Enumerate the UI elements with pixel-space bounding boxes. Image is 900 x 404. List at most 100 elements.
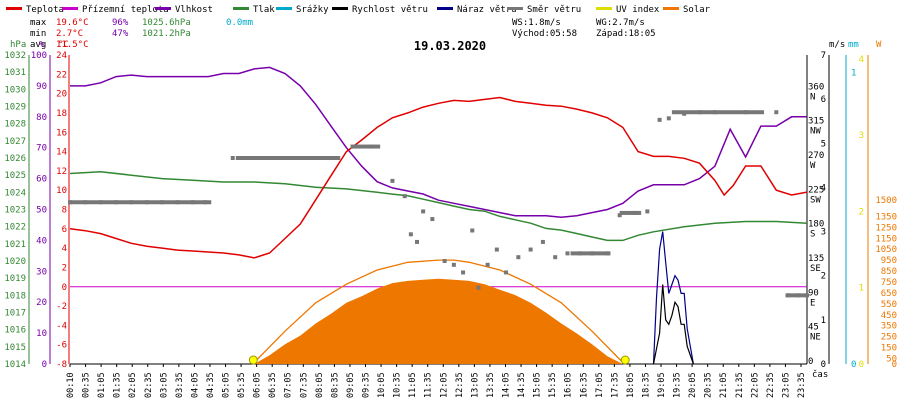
tick-label-hpa: 1028 [4, 120, 26, 130]
tick-label-solar: 1500 [875, 196, 897, 206]
tick-label-compass: W [810, 161, 816, 171]
x-tick-label: 22:05 [750, 372, 760, 398]
x-tick-label: 19:05 [657, 372, 667, 398]
x-tick-label: 07:35 [299, 372, 309, 398]
legend-label: Přízemní teplota [82, 5, 169, 15]
wind-direction-run [570, 251, 611, 256]
x-tick-label: 00:35 [82, 372, 92, 398]
tick-label-solar: 1350 [875, 212, 897, 222]
legend-swatch [155, 7, 171, 10]
tick-label-celsius: 2 [62, 263, 67, 273]
wind-direction-run [619, 210, 642, 215]
legend-swatch [332, 7, 348, 10]
legend-swatch [62, 7, 78, 10]
tick-label-percent: 100 [31, 51, 47, 61]
x-tick-label: 10:35 [393, 372, 403, 398]
tick-label-direction: 45 [808, 323, 819, 333]
tick-label-hpa: 1029 [4, 103, 26, 113]
tick-label-hpa: 1025 [4, 171, 26, 181]
tick-label-hpa: 1022 [4, 223, 26, 233]
wind-direction-point [565, 251, 570, 256]
tick-label-direction: 135 [808, 254, 824, 264]
sunrise-marker [248, 355, 258, 365]
legend-label: Teplota [26, 5, 64, 15]
tick-label-direction: 180 [808, 220, 824, 230]
unit-label-ms: m/s [829, 40, 845, 50]
unit-label-percent: % [39, 40, 45, 50]
stat-min-press: 1021.2hPa [142, 29, 191, 39]
unit-label-celsius: °C [58, 40, 69, 50]
tick-label-solar: 0 [892, 360, 897, 370]
tick-label-celsius: -4 [56, 321, 67, 331]
tick-label-celsius: 12 [56, 167, 67, 177]
legend-label: UV index [616, 5, 660, 15]
tick-label-compass: E [810, 298, 815, 308]
tick-label-solar: 950 [881, 256, 897, 266]
wind-direction-point [645, 209, 650, 214]
x-tick-label: 08:05 [315, 372, 325, 398]
tick-label-compass: NE [810, 333, 821, 343]
x-tick-label: 17:35 [610, 372, 620, 398]
axes: hPa% °C m/s mm W1032103110301029102810271026… [4, 40, 897, 370]
tick-label-celsius: -2 [56, 302, 67, 312]
tick-label-percent: 60 [36, 175, 47, 185]
tick-label-solar: 450 [881, 311, 897, 321]
stat-avg-temp: 11.5°C [56, 40, 89, 50]
tick-label-ms: 3 [821, 228, 826, 238]
x-tick-label: 03:05 [159, 372, 169, 398]
tick-label-solar: 50 [886, 355, 897, 365]
unit-label-hpa: hPa [10, 40, 26, 50]
x-tick-label: 09:05 [346, 372, 356, 398]
tick-label-hpa: 1030 [4, 85, 26, 95]
tick-label-uv: 4 [859, 55, 864, 65]
unit-label-solar: W [876, 40, 882, 50]
wind-direction-point [666, 116, 671, 121]
legend-swatch [6, 7, 22, 10]
tick-label-hpa: 1021 [4, 240, 26, 250]
x-tick-label: 19:35 [673, 372, 683, 398]
stats-block: max 19.6°C 96% 1025.6hPa 0.0mm min 2.7°C… [30, 18, 656, 50]
stat-min-hum: 47% [112, 29, 129, 39]
wind-speed-line [652, 284, 694, 365]
tick-label-solar: 350 [881, 322, 897, 332]
wind-direction-point [461, 270, 466, 275]
x-tick-label: 11:05 [408, 372, 418, 398]
x-tick-label: 05:35 [237, 372, 247, 398]
x-tick-label: 10:05 [377, 372, 387, 398]
stat-max-rain: 0.0mm [226, 18, 253, 28]
temperature-line [69, 96, 808, 259]
tick-label-solar: 250 [881, 333, 897, 343]
tick-label-solar: 750 [881, 278, 897, 288]
legend-swatch [437, 7, 453, 10]
tick-label-hpa: 1014 [4, 360, 26, 370]
x-tick-label: 18:35 [641, 372, 651, 398]
x-tick-label: 14:05 [501, 372, 511, 398]
tick-label-compass: SW [810, 195, 821, 205]
wind-direction-point [504, 270, 509, 275]
wind-direction-point [390, 178, 395, 183]
legend-swatch [276, 7, 292, 10]
x-tick-label: 03:35 [175, 372, 185, 398]
tick-label-compass: S [810, 230, 815, 240]
tick-label-percent: 40 [36, 236, 47, 246]
tick-label-ms: 7 [821, 51, 826, 61]
tick-label-celsius: 4 [62, 244, 67, 254]
tick-label-percent: 20 [36, 298, 47, 308]
x-tick-label: 20:05 [688, 372, 698, 398]
tick-label-ms: 0 [821, 360, 826, 370]
tick-label-hpa: 1026 [4, 154, 26, 164]
x-tick-label: 16:05 [564, 372, 574, 398]
plot-area [68, 55, 809, 365]
tick-label-celsius: 22 [56, 70, 67, 80]
unit-label-mm: mm [848, 40, 859, 50]
x-tick-label: 17:05 [595, 372, 605, 398]
tick-label-ms: 1 [821, 316, 826, 326]
wind-direction-point [408, 232, 413, 237]
stat-max-temp: 19.6°C [56, 18, 89, 28]
x-tick-label: 20:35 [704, 372, 714, 398]
tick-label-compass: SE [810, 264, 821, 274]
wind-direction-point [415, 239, 420, 244]
wind-gust-line [652, 231, 694, 365]
x-tick-label: 02:05 [128, 372, 138, 398]
